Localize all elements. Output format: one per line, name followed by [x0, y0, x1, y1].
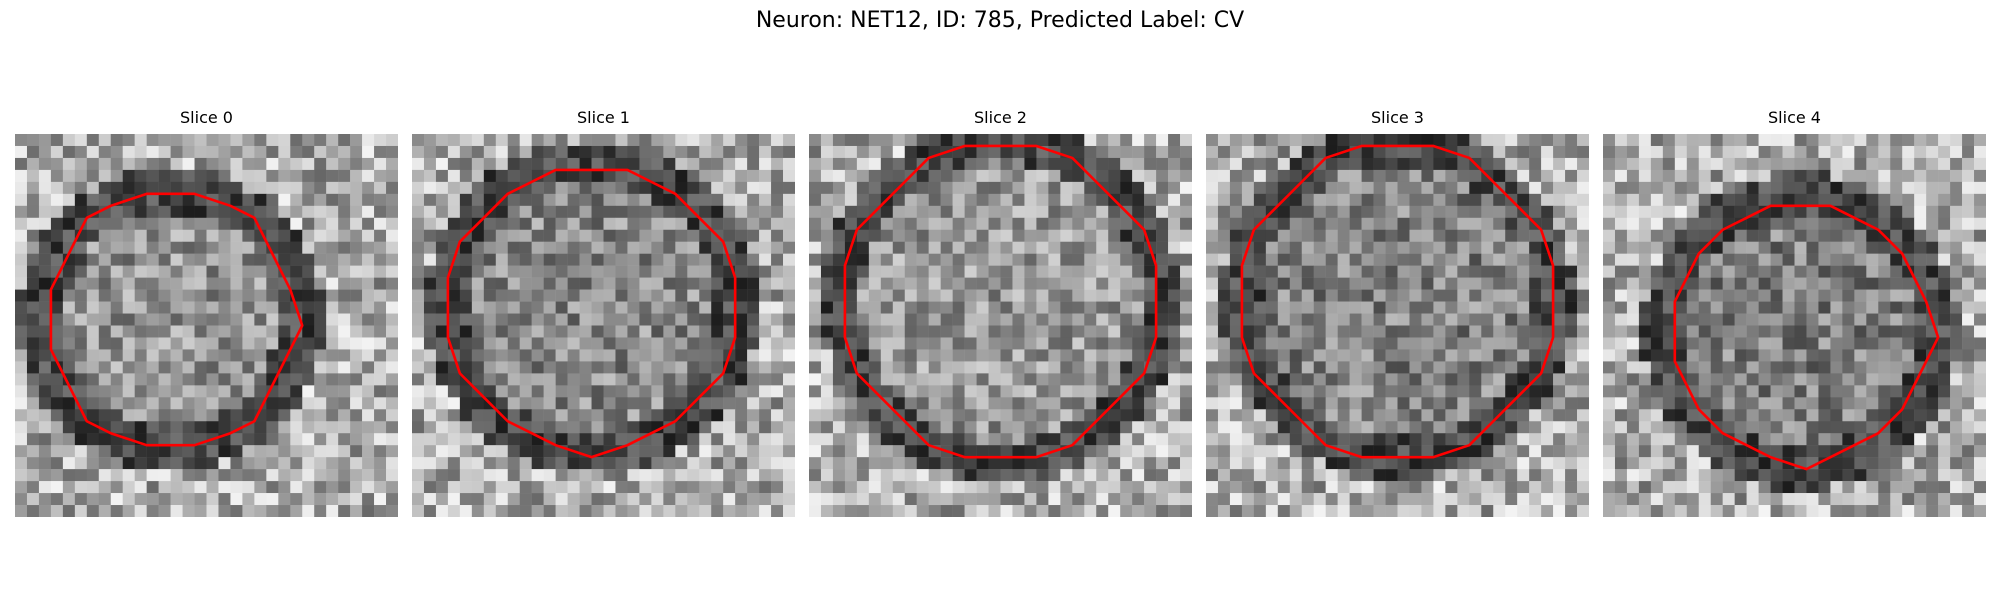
slice-panel-0: Slice 0	[15, 108, 398, 517]
slice-title-4: Slice 4	[1768, 108, 1821, 127]
slice-panel-3: Slice 3	[1206, 108, 1589, 517]
segmentation-contour-3	[1240, 144, 1555, 459]
slice-title-3: Slice 3	[1371, 108, 1424, 127]
segmentation-contour-2	[843, 144, 1158, 459]
segmentation-contour-0	[49, 192, 304, 447]
segmentation-contour-4	[1673, 204, 1940, 471]
slice-title-1: Slice 1	[577, 108, 630, 127]
slice-panel-2: Slice 2	[809, 108, 1192, 517]
slice-title-0: Slice 0	[180, 108, 233, 127]
slice-title-2: Slice 2	[974, 108, 1027, 127]
slice-image-4	[1603, 134, 1986, 517]
segmentation-contour-1	[446, 168, 737, 459]
slice-panel-1: Slice 1	[412, 108, 795, 517]
figure-title: Neuron: NET12, ID: 785, Predicted Label:…	[755, 8, 1245, 33]
slice-image-0	[15, 134, 398, 517]
slice-image-3	[1206, 134, 1589, 517]
slice-image-2	[809, 134, 1192, 517]
slice-panel-4: Slice 4	[1603, 108, 1986, 517]
slice-image-1	[412, 134, 795, 517]
